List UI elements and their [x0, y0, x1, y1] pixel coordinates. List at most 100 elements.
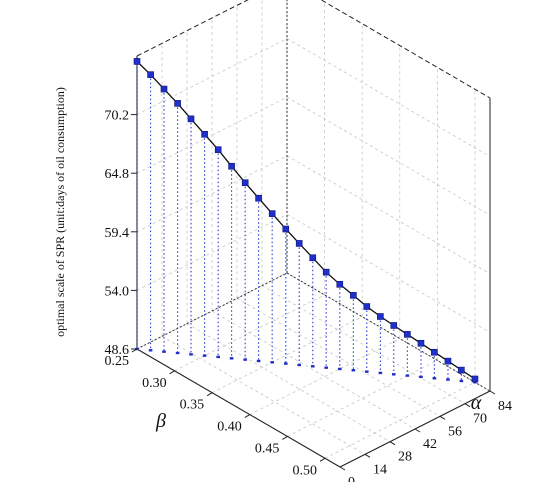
x-tick: [319, 457, 326, 462]
x-tick: [282, 435, 288, 440]
x-tick-label: 0.50: [292, 463, 317, 478]
data-point: [295, 240, 303, 247]
x-tick-label: 0.45: [255, 441, 280, 456]
ticks-layer: 48.6 54.0 59.4 64.8 70.2 0.25 0.30 0.35 0.40 0.45…: [105, 109, 513, 482]
gridline: [211, 310, 416, 430]
z-tick-label: 59.4: [105, 226, 130, 241]
data-point: [458, 366, 465, 374]
box-edge: [136, 0, 249, 57]
floor-point: [256, 359, 261, 363]
floor-point: [324, 366, 328, 369]
z-tick-label: 70.2: [105, 109, 130, 124]
data-point: [309, 254, 317, 262]
gridline: [136, 155, 288, 233]
z-tick-label: 54.0: [105, 284, 130, 299]
data-point: [268, 210, 276, 217]
y-tick: [389, 441, 396, 446]
y-tick: [414, 428, 421, 433]
floor-point: [446, 378, 450, 381]
floor-point: [148, 349, 153, 352]
floor-point: [297, 363, 301, 367]
y-tick-label: 84: [498, 399, 512, 414]
gridline: [286, 214, 491, 333]
gridline: [136, 214, 288, 291]
data-point: [282, 225, 290, 233]
gridline: [286, 96, 491, 216]
x-tick-label: 0.40: [217, 420, 242, 435]
box-edge: [286, 272, 491, 392]
x-tick-label: 0.35: [180, 398, 205, 413]
stems-layer: [135, 61, 477, 384]
box-edge: [136, 272, 288, 350]
floor-point: [283, 362, 288, 365]
floor-point: [378, 371, 383, 375]
data-point: [160, 85, 168, 93]
gridline: [286, 38, 491, 157]
floor-point: [270, 361, 274, 364]
gridline: [249, 338, 400, 415]
floor-point: [391, 373, 396, 376]
floor-point: [364, 370, 369, 373]
gridline: [286, 155, 491, 275]
y-tick: [464, 403, 471, 408]
y-tick-label: 28: [398, 450, 412, 465]
y-tick: [364, 453, 371, 458]
gridline: [236, 297, 441, 417]
y-tick-label: 14: [373, 462, 387, 477]
floor-point: [351, 369, 356, 372]
x-axis-label: β: [155, 410, 166, 432]
floor-point: [189, 353, 193, 356]
data-point: [390, 322, 398, 329]
data-point: [214, 146, 222, 153]
floor-point: [310, 365, 315, 368]
floor-point: [175, 351, 180, 355]
floor-point: [216, 355, 220, 359]
floor-point: [459, 379, 464, 383]
x-tick: [206, 392, 213, 397]
y-tick: [339, 466, 346, 471]
data-point: [187, 115, 195, 123]
series-line: [136, 60, 476, 380]
floor-point: [432, 377, 437, 380]
z-tick-label: 48.6: [105, 343, 130, 358]
z-axis-label: optimal scale of SPR (unit:days of oil c…: [53, 87, 67, 337]
data-point: [471, 375, 479, 383]
data-point: [444, 357, 452, 365]
data-point: [322, 268, 330, 276]
floor-point: [202, 354, 207, 357]
data-point: [350, 292, 357, 299]
y-tick-label: 42: [423, 437, 437, 452]
data-point: [147, 71, 154, 78]
x-axis-line: [136, 348, 341, 468]
floor-point: [419, 375, 423, 379]
floor-point: [229, 357, 234, 360]
data-point: [228, 162, 235, 170]
y-tick: [489, 390, 496, 395]
data-point: [431, 348, 438, 356]
data-point: [133, 58, 141, 65]
y-tick: [439, 415, 446, 420]
x-tick: [131, 348, 138, 353]
series-layer: [133, 58, 479, 383]
data-point: [363, 303, 371, 310]
z-tick-label: 64.8: [105, 167, 130, 182]
gridline: [287, 360, 438, 437]
y-axis-label: α: [471, 392, 482, 414]
floor-point: [243, 358, 247, 361]
floor-point: [337, 367, 342, 371]
x-tick-label: 0.25: [105, 354, 130, 369]
data-point: [404, 331, 411, 338]
data-point: [201, 130, 208, 138]
data-point: [174, 100, 181, 107]
data-point: [336, 281, 344, 288]
y-tick-label: 56: [448, 424, 462, 439]
box-edge: [320, 0, 491, 99]
data-point: [255, 194, 262, 202]
x-tick: [169, 370, 175, 375]
data-point: [241, 179, 249, 187]
x-tick: [244, 414, 251, 418]
floor-point: [162, 350, 166, 353]
y-tick-label: 70: [473, 412, 487, 427]
